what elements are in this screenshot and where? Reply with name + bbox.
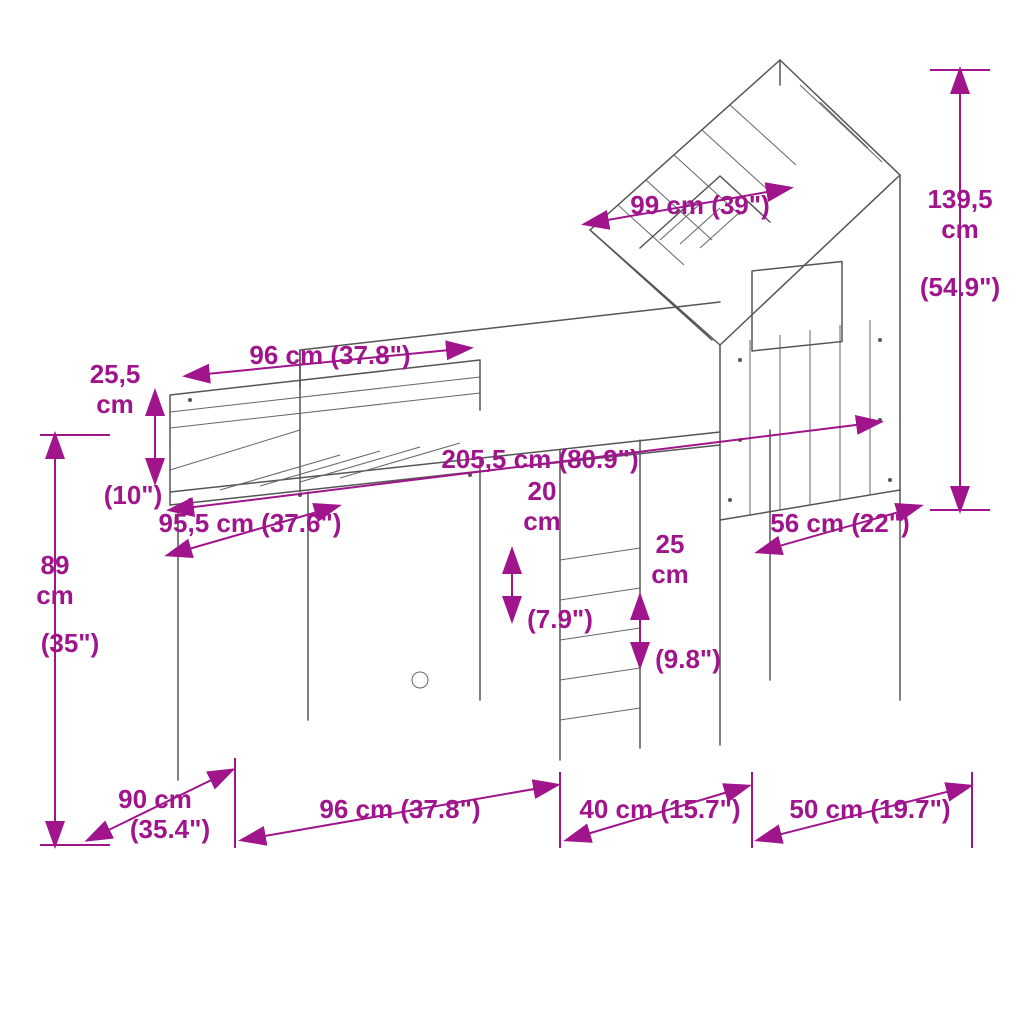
label-d_1395a: 139,5: [927, 185, 992, 215]
label-d_89c: (35"): [41, 629, 100, 659]
label-d_56: 56 cm (22"): [770, 509, 910, 539]
label-d_25: 25cm: [651, 530, 689, 590]
label-d_90b: (35.4"): [130, 815, 210, 845]
label-d_2055: 205,5 cm (80.9"): [441, 445, 638, 475]
label-d_89a: 89: [41, 551, 70, 581]
label-d_955: 95,5 cm (37.6"): [159, 509, 342, 539]
label-d_1395c: (54.9"): [920, 273, 1000, 303]
label-d_25b: (9.8"): [655, 645, 721, 675]
label-d_96b: 96 cm (37.8"): [319, 795, 480, 825]
label-d_50: 50 cm (19.7"): [789, 795, 950, 825]
label-d_90: 90 cm: [118, 785, 192, 815]
label-d_255: 25,5cm: [90, 360, 141, 420]
label-d_96t: 96 cm (37.8"): [249, 341, 410, 371]
label-d_40: 40 cm (15.7"): [579, 795, 740, 825]
label-d_99: 99 cm (39"): [630, 191, 770, 221]
label-d_89b: cm: [36, 581, 74, 611]
label-d_20: 20cm: [523, 477, 561, 537]
product-outline: [170, 60, 900, 780]
diagram-canvas: 99 cm (39") 96 cm (37.8") 25,5cm (10") 205,5…: [0, 0, 1024, 1024]
label-d_20b: (7.9"): [527, 605, 593, 635]
label-d_1395b: cm: [941, 215, 979, 245]
label-d_255b: (10"): [104, 481, 163, 511]
